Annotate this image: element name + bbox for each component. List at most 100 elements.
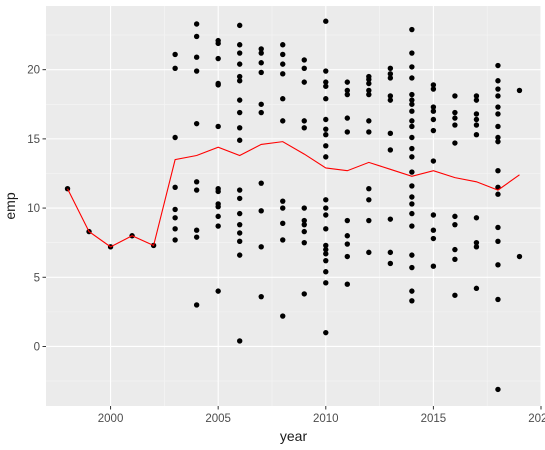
data-point — [495, 78, 501, 84]
data-point — [452, 213, 458, 220]
data-point — [516, 253, 523, 260]
data-point — [193, 33, 200, 40]
data-point — [236, 61, 243, 67]
data-point — [172, 237, 178, 243]
data-point — [430, 127, 437, 134]
data-point — [215, 55, 221, 62]
data-point — [409, 118, 415, 124]
data-point — [172, 134, 178, 141]
y-axis: 0 5 10 15 20 — [27, 65, 46, 353]
data-point — [366, 197, 372, 203]
data-point — [236, 210, 243, 217]
data-point — [387, 249, 394, 256]
data-point — [430, 116, 437, 123]
data-point — [258, 180, 264, 186]
data-point — [430, 86, 437, 92]
data-point — [172, 206, 178, 213]
x-tick-label: 2000 — [98, 413, 124, 425]
data-point — [409, 183, 415, 189]
data-point — [193, 54, 200, 60]
data-point — [430, 158, 437, 164]
data-point — [495, 168, 501, 174]
data-point — [301, 79, 307, 85]
data-point — [193, 21, 200, 27]
data-point — [495, 104, 501, 110]
data-point — [280, 313, 286, 319]
data-point — [236, 125, 243, 131]
data-point — [409, 145, 415, 152]
data-point — [452, 122, 458, 128]
data-point — [323, 257, 329, 264]
data-point — [280, 220, 286, 227]
data-point — [258, 46, 264, 52]
data-point — [430, 227, 437, 233]
data-point — [452, 246, 458, 253]
data-point — [301, 228, 307, 235]
data-point — [387, 97, 394, 103]
data-point — [301, 205, 307, 211]
data-point — [409, 194, 415, 200]
data-point — [323, 68, 329, 74]
data-point — [323, 212, 329, 218]
data-point — [280, 51, 286, 58]
data-point — [323, 197, 329, 203]
data-point — [236, 78, 243, 84]
data-point — [495, 123, 501, 130]
data-point — [495, 138, 501, 145]
data-point — [215, 82, 221, 88]
data-point — [495, 111, 501, 117]
data-point — [301, 65, 307, 71]
data-point — [452, 93, 458, 99]
data-point — [215, 123, 221, 130]
data-point — [366, 80, 372, 87]
data-point — [344, 281, 351, 287]
data-point — [323, 251, 329, 257]
plot-panel — [46, 6, 541, 406]
data-point — [323, 18, 329, 24]
data-point — [323, 246, 329, 253]
data-point — [430, 235, 437, 242]
y-tick-label: 0 — [34, 341, 40, 353]
data-point — [215, 203, 221, 210]
data-point — [344, 87, 351, 94]
data-point — [495, 296, 501, 303]
data-point — [409, 75, 415, 81]
data-point — [323, 205, 329, 211]
data-point — [323, 329, 329, 336]
data-point — [473, 215, 480, 221]
data-point — [409, 91, 415, 98]
data-point — [258, 208, 264, 214]
data-point — [452, 221, 458, 228]
data-point — [430, 212, 437, 218]
data-point — [323, 126, 329, 132]
data-point — [409, 108, 415, 114]
data-point — [409, 134, 415, 141]
data-point — [236, 73, 243, 80]
data-point — [236, 97, 243, 103]
x-tick-label: 2010 — [313, 413, 339, 425]
data-point — [344, 129, 351, 135]
data-point — [258, 244, 264, 250]
data-point — [452, 292, 458, 298]
x-tick-label: 2015 — [421, 413, 447, 425]
data-point — [409, 201, 415, 207]
data-point — [430, 108, 437, 114]
data-point — [236, 238, 243, 244]
data-point — [366, 185, 372, 192]
data-point — [236, 195, 243, 202]
data-point — [473, 239, 480, 246]
data-point — [280, 205, 286, 211]
data-point — [409, 123, 415, 130]
data-point — [323, 116, 329, 123]
data-point — [409, 64, 415, 70]
data-point — [323, 132, 329, 138]
data-point — [366, 91, 372, 98]
data-point — [301, 57, 307, 63]
data-point — [387, 71, 394, 77]
data-point — [301, 239, 307, 246]
data-point — [452, 140, 458, 146]
y-tick-label: 10 — [27, 203, 40, 215]
data-point — [344, 115, 351, 121]
data-point — [452, 115, 458, 121]
